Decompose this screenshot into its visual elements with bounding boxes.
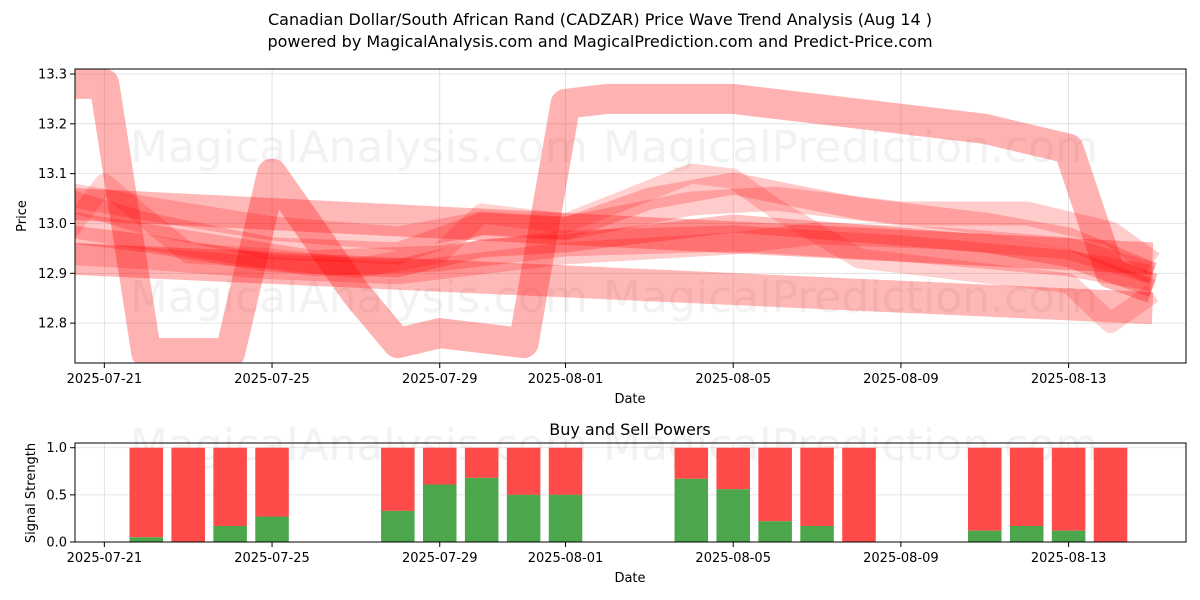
sell-bar: [1051, 447, 1086, 531]
price-band-wave-2: [75, 172, 1157, 284]
price-x-tick-label: 2025-08-13: [1031, 372, 1107, 387]
sell-bar: [506, 447, 541, 495]
powers-title: Buy and Sell Powers: [549, 420, 711, 439]
price-wave-bands: [75, 69, 1160, 363]
title-line-1: Canadian Dollar/South African Rand (CADZ…: [267, 10, 932, 29]
price-band-wave-4: [75, 163, 1159, 334]
buy-bar: [967, 530, 1002, 542]
powers-x-axis: 2025-07-21 2025-07-25 2025-07-29 2025-08-01…: [67, 542, 1107, 566]
buy-bar: [716, 489, 750, 542]
price-y-tick-label: 13.2: [38, 117, 67, 132]
price-y-tick-label: 12.8: [38, 317, 67, 332]
price-band-wave-1: [75, 69, 1158, 363]
price-band-wave-3: [75, 214, 1156, 297]
price-band-trend-lower: [75, 242, 1154, 325]
buy-bar: [758, 521, 792, 542]
buy-bar: [422, 484, 457, 542]
price-y-tick-label: 13.3: [38, 67, 67, 82]
price-band-wave-7: [75, 222, 1156, 285]
watermark-right: MagicalPrediction.com: [603, 122, 1098, 173]
powers-x-tick-label: 2025-07-25: [234, 551, 310, 566]
watermark-left-2: MagicalAnalysis.com: [130, 272, 588, 323]
buy-bar: [129, 537, 164, 542]
price-panel-frame: [74, 68, 1187, 364]
price-x-tick-label: 2025-08-05: [695, 372, 771, 387]
buy-bar: [1009, 525, 1044, 542]
powers-x-tick-label: 2025-08-05: [695, 551, 771, 566]
buy-bar: [800, 525, 834, 542]
sell-bar: [674, 447, 709, 479]
powers-y-axis: 0.0 0.5 1.0: [46, 441, 75, 551]
powers-y-axis-label: Signal Strength: [24, 443, 39, 543]
price-x-tick-label: 2025-07-29: [402, 372, 478, 387]
buy-bar: [255, 516, 289, 542]
price-x-tick-label: 2025-08-09: [863, 372, 939, 387]
powers-x-axis-label: Date: [614, 571, 645, 586]
buy-bar: [674, 478, 709, 542]
sell-bar: [1093, 447, 1128, 542]
price-band-trend-upper: [75, 188, 1154, 275]
sell-bar: [422, 447, 457, 485]
powers-x-tick-label: 2025-08-13: [1031, 551, 1107, 566]
powers-bars: [129, 447, 1128, 542]
sell-bar: [967, 447, 1002, 531]
powers-x-tick-label: 2025-08-09: [863, 551, 939, 566]
title-line-2: powered by MagicalAnalysis.com and Magic…: [267, 32, 933, 51]
watermark-right-2: MagicalPrediction.com: [603, 272, 1098, 323]
price-x-axis: 2025-07-21 2025-07-25 2025-07-29 2025-08-01…: [67, 363, 1107, 387]
sell-bar: [171, 447, 205, 542]
sell-bar: [255, 447, 289, 517]
sell-bar: [1009, 447, 1044, 526]
sell-bar: [213, 447, 247, 526]
powers-y-tick-label: 0.0: [46, 536, 67, 551]
sell-bar: [464, 447, 499, 478]
buy-bar: [548, 494, 583, 542]
powers-panel-frame: [74, 442, 1187, 543]
powers-y-tick-label: 0.5: [46, 488, 67, 503]
powers-panel: Buy and Sell Powers MagicalAnalysis.com …: [24, 420, 1187, 586]
buy-bar: [464, 477, 499, 542]
sell-bar: [548, 447, 583, 495]
sell-bar: [758, 447, 792, 522]
sell-bar: [842, 447, 876, 542]
buy-bar: [1051, 530, 1086, 542]
price-x-tick-label: 2025-07-21: [67, 372, 143, 387]
price-panel: MagicalAnalysis.com MagicalPrediction.co…: [15, 67, 1187, 407]
buy-bar: [213, 525, 247, 542]
powers-x-tick-label: 2025-08-01: [528, 551, 604, 566]
price-band-wave-5: [75, 183, 1160, 274]
price-y-axis-label: Price: [15, 200, 30, 232]
price-y-tick-label: 13.0: [38, 217, 67, 232]
powers-x-tick-label: 2025-07-21: [67, 551, 143, 566]
price-plot-area: [75, 69, 1186, 363]
price-x-tick-label: 2025-08-01: [528, 372, 604, 387]
sell-bar: [800, 447, 834, 526]
figure-title: Canadian Dollar/South African Rand (CADZ…: [0, 9, 1200, 53]
sell-bar: [716, 447, 750, 490]
buy-bar: [506, 494, 541, 542]
powers-y-tick-label: 1.0: [46, 441, 67, 456]
sell-bar: [129, 447, 164, 538]
sell-bar: [381, 447, 415, 511]
price-x-axis-label: Date: [614, 392, 645, 407]
watermark-left: MagicalAnalysis.com: [130, 122, 588, 173]
price-x-tick-label: 2025-07-25: [234, 372, 310, 387]
price-gridlines: [75, 69, 1186, 363]
price-y-axis: 12.8 12.9 13.0 13.1 13.2 13.3: [38, 67, 75, 332]
powers-x-tick-label: 2025-07-29: [402, 551, 478, 566]
price-y-tick-label: 13.1: [38, 167, 67, 182]
price-band-wave-6: [75, 212, 1155, 292]
price-y-tick-label: 12.9: [38, 267, 67, 282]
buy-bar: [381, 510, 415, 542]
